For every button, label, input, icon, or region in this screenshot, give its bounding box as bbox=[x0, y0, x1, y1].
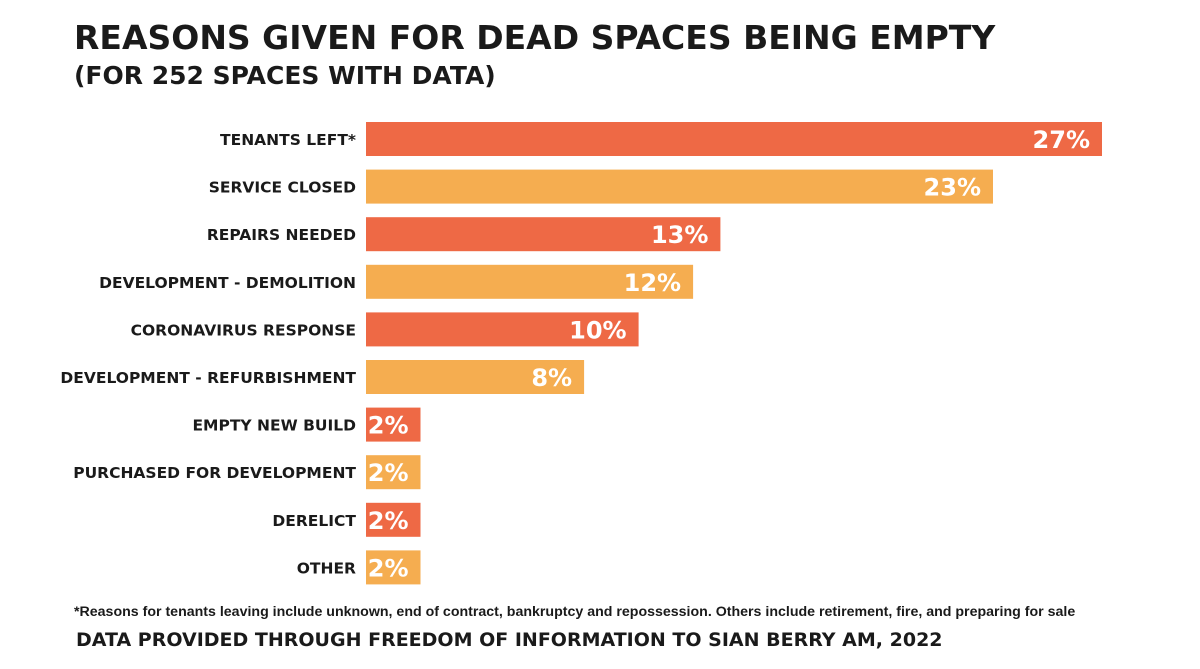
category-label: DEVELOPMENT - REFURBISHMENT bbox=[60, 369, 356, 387]
value-label: 10% bbox=[569, 316, 626, 344]
category-label: CORONAVIRUS RESPONSE bbox=[131, 321, 356, 339]
category-label: DEVELOPMENT - DEMOLITION bbox=[99, 274, 356, 292]
chart-title: REASONS GIVEN FOR DEAD SPACES BEING EMPT… bbox=[74, 18, 996, 57]
category-label: SERVICE CLOSED bbox=[209, 179, 356, 197]
category-label: OTHER bbox=[297, 559, 356, 577]
bar-development-demolition bbox=[366, 264, 694, 299]
bars-group: TENANTS LEFT* 27% SERVICE CLOSED 23% REPAIRS… bbox=[60, 122, 1102, 585]
bar-service-closed bbox=[366, 169, 993, 204]
bar-purchased-for-development bbox=[366, 455, 421, 490]
chart-subtitle: (FOR 252 SPACES WITH DATA) bbox=[74, 61, 496, 90]
category-label: TENANTS LEFT* bbox=[220, 131, 356, 149]
value-label: 2% bbox=[368, 507, 409, 535]
bar-empty-new-build bbox=[366, 407, 421, 442]
category-label: DERELICT bbox=[272, 512, 356, 530]
bar-derelict bbox=[366, 502, 421, 537]
value-label: 2% bbox=[368, 412, 409, 440]
value-label: 23% bbox=[924, 174, 981, 202]
value-label: 12% bbox=[624, 269, 681, 297]
bar-coronavirus-response bbox=[366, 312, 639, 347]
bar-repairs-needed bbox=[366, 217, 721, 252]
footnote: *Reasons for tenants leaving include unk… bbox=[74, 604, 1076, 620]
category-label: REPAIRS NEEDED bbox=[207, 226, 356, 244]
bar-tenants-left bbox=[366, 122, 1102, 156]
bar-development-refurbishment bbox=[366, 360, 585, 394]
category-label: PURCHASED FOR DEVELOPMENT bbox=[73, 464, 356, 482]
bar-other bbox=[366, 550, 421, 585]
value-label: 2% bbox=[368, 459, 409, 487]
value-label: 13% bbox=[651, 221, 708, 249]
bar-chart: TENANTS LEFT* 27% SERVICE CLOSED 23% REPAIRS… bbox=[60, 122, 1102, 585]
value-label: 2% bbox=[368, 554, 409, 582]
source-note: DATA PROVIDED THROUGH FREEDOM OF INFORMA… bbox=[76, 629, 943, 651]
value-label: 27% bbox=[1033, 126, 1090, 154]
value-label: 8% bbox=[531, 364, 572, 392]
category-label: EMPTY NEW BUILD bbox=[192, 417, 356, 435]
